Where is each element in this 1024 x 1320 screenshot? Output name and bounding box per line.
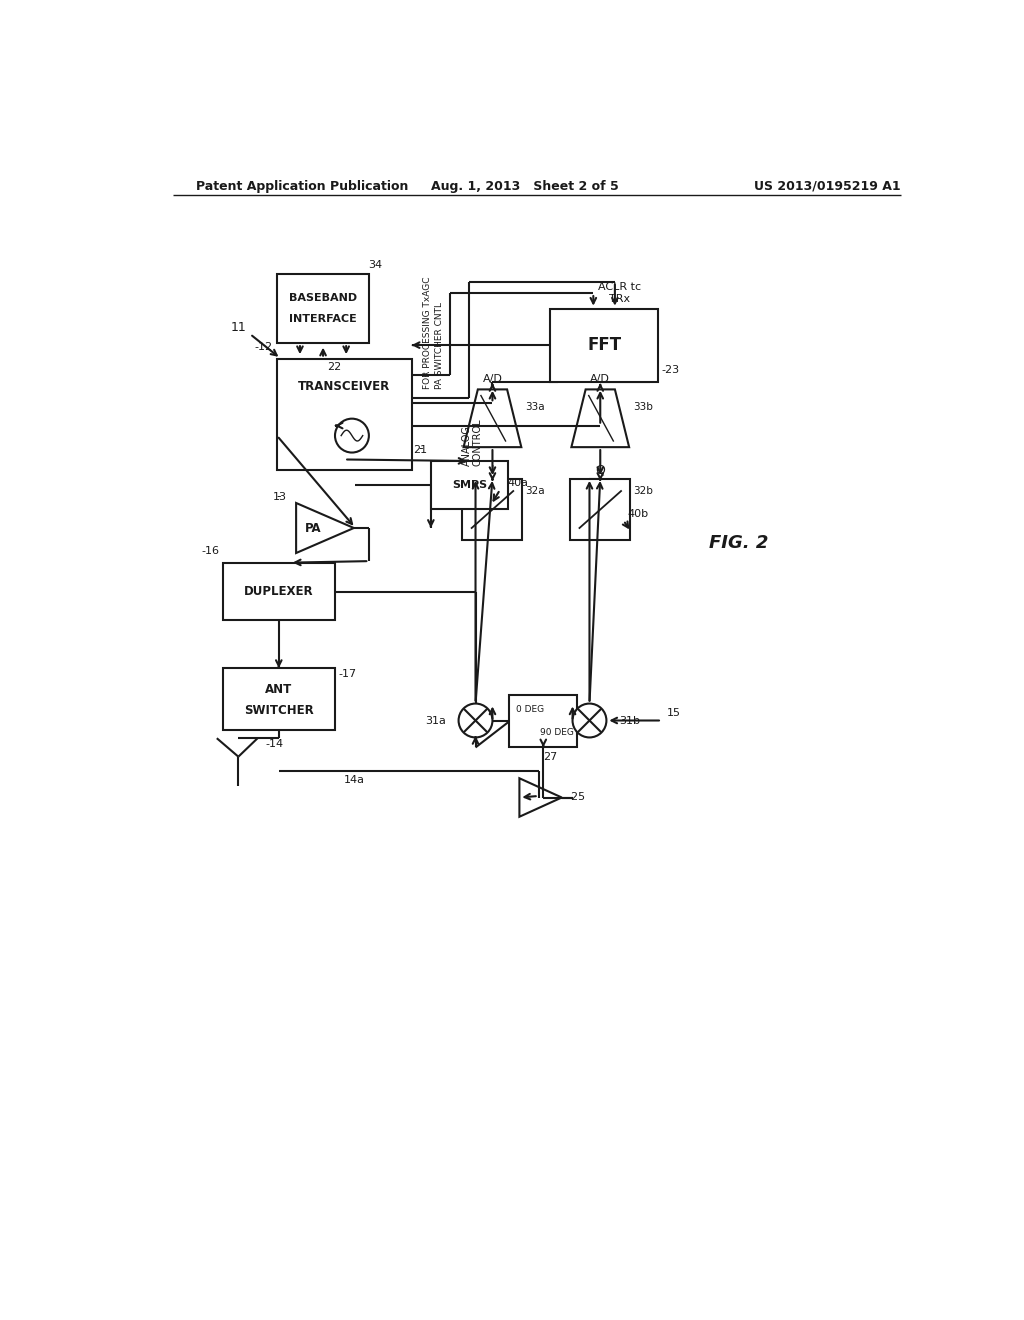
Text: ANALOG: ANALOG	[462, 425, 472, 466]
Text: A/D: A/D	[482, 374, 503, 384]
Text: CONTROL: CONTROL	[472, 418, 482, 466]
Text: A/D: A/D	[590, 374, 610, 384]
Text: TRANSCEIVER: TRANSCEIVER	[298, 380, 390, 393]
Circle shape	[572, 704, 606, 738]
Text: BASEBAND: BASEBAND	[289, 293, 357, 304]
Text: 0 DEG: 0 DEG	[516, 705, 544, 714]
Text: INTERFACE: INTERFACE	[289, 314, 357, 323]
Text: -17: -17	[339, 669, 356, 680]
Text: Aug. 1, 2013   Sheet 2 of 5: Aug. 1, 2013 Sheet 2 of 5	[431, 180, 618, 193]
Text: FIG. 2: FIG. 2	[710, 535, 769, 552]
Text: -: -	[276, 490, 281, 503]
Bar	[276, 359, 412, 470]
Text: -: -	[419, 442, 423, 455]
Text: 27: 27	[543, 751, 557, 762]
Text: PA SWITCHER CNTL: PA SWITCHER CNTL	[435, 302, 444, 389]
Text: Patent Application Publication: Patent Application Publication	[196, 180, 409, 193]
Text: FFT: FFT	[587, 337, 622, 354]
Text: 31a: 31a	[425, 715, 446, 726]
Bar	[431, 461, 508, 508]
Text: 40a: 40a	[508, 478, 528, 488]
Text: 15: 15	[667, 708, 681, 718]
Text: 33a: 33a	[525, 401, 545, 412]
Text: 21: 21	[413, 445, 427, 455]
Text: 14a: 14a	[343, 775, 365, 785]
Text: ACLR tc: ACLR tc	[598, 282, 641, 292]
Bar	[509, 696, 578, 747]
Circle shape	[335, 418, 369, 453]
Text: PA: PA	[305, 521, 322, 535]
Text: ANT: ANT	[265, 684, 293, 696]
Text: -12: -12	[255, 342, 273, 352]
Text: 40b: 40b	[628, 510, 648, 519]
Text: -23: -23	[662, 366, 680, 375]
Text: Q: Q	[595, 463, 605, 477]
Text: 32b: 32b	[634, 486, 653, 496]
Text: SMPS: SMPS	[452, 480, 487, 490]
Text: SWITCHER: SWITCHER	[244, 704, 313, 717]
Text: TRx: TRx	[609, 294, 630, 305]
Text: DUPLEXER: DUPLEXER	[244, 585, 313, 598]
Bar	[276, 275, 370, 343]
Text: 31b: 31b	[618, 715, 640, 726]
Text: -16: -16	[201, 546, 219, 557]
Bar	[570, 479, 631, 540]
Text: -25: -25	[568, 792, 586, 803]
Text: 11: 11	[230, 321, 247, 334]
Circle shape	[459, 704, 493, 738]
Text: 22: 22	[327, 363, 341, 372]
Text: -14: -14	[265, 739, 284, 748]
Text: US 2013/0195219 A1: US 2013/0195219 A1	[754, 180, 900, 193]
Text: 32a: 32a	[525, 486, 545, 496]
Text: 34: 34	[368, 260, 382, 271]
Text: 13: 13	[272, 492, 287, 502]
Text: 90 DEG: 90 DEG	[540, 729, 573, 738]
Bar	[463, 479, 522, 540]
Text: 33b: 33b	[633, 401, 653, 412]
Bar	[223, 562, 335, 620]
Bar	[223, 668, 335, 730]
Text: FOR PROCESSING TxAGC: FOR PROCESSING TxAGC	[423, 277, 432, 389]
Text: I: I	[490, 463, 495, 477]
Bar	[550, 309, 658, 381]
